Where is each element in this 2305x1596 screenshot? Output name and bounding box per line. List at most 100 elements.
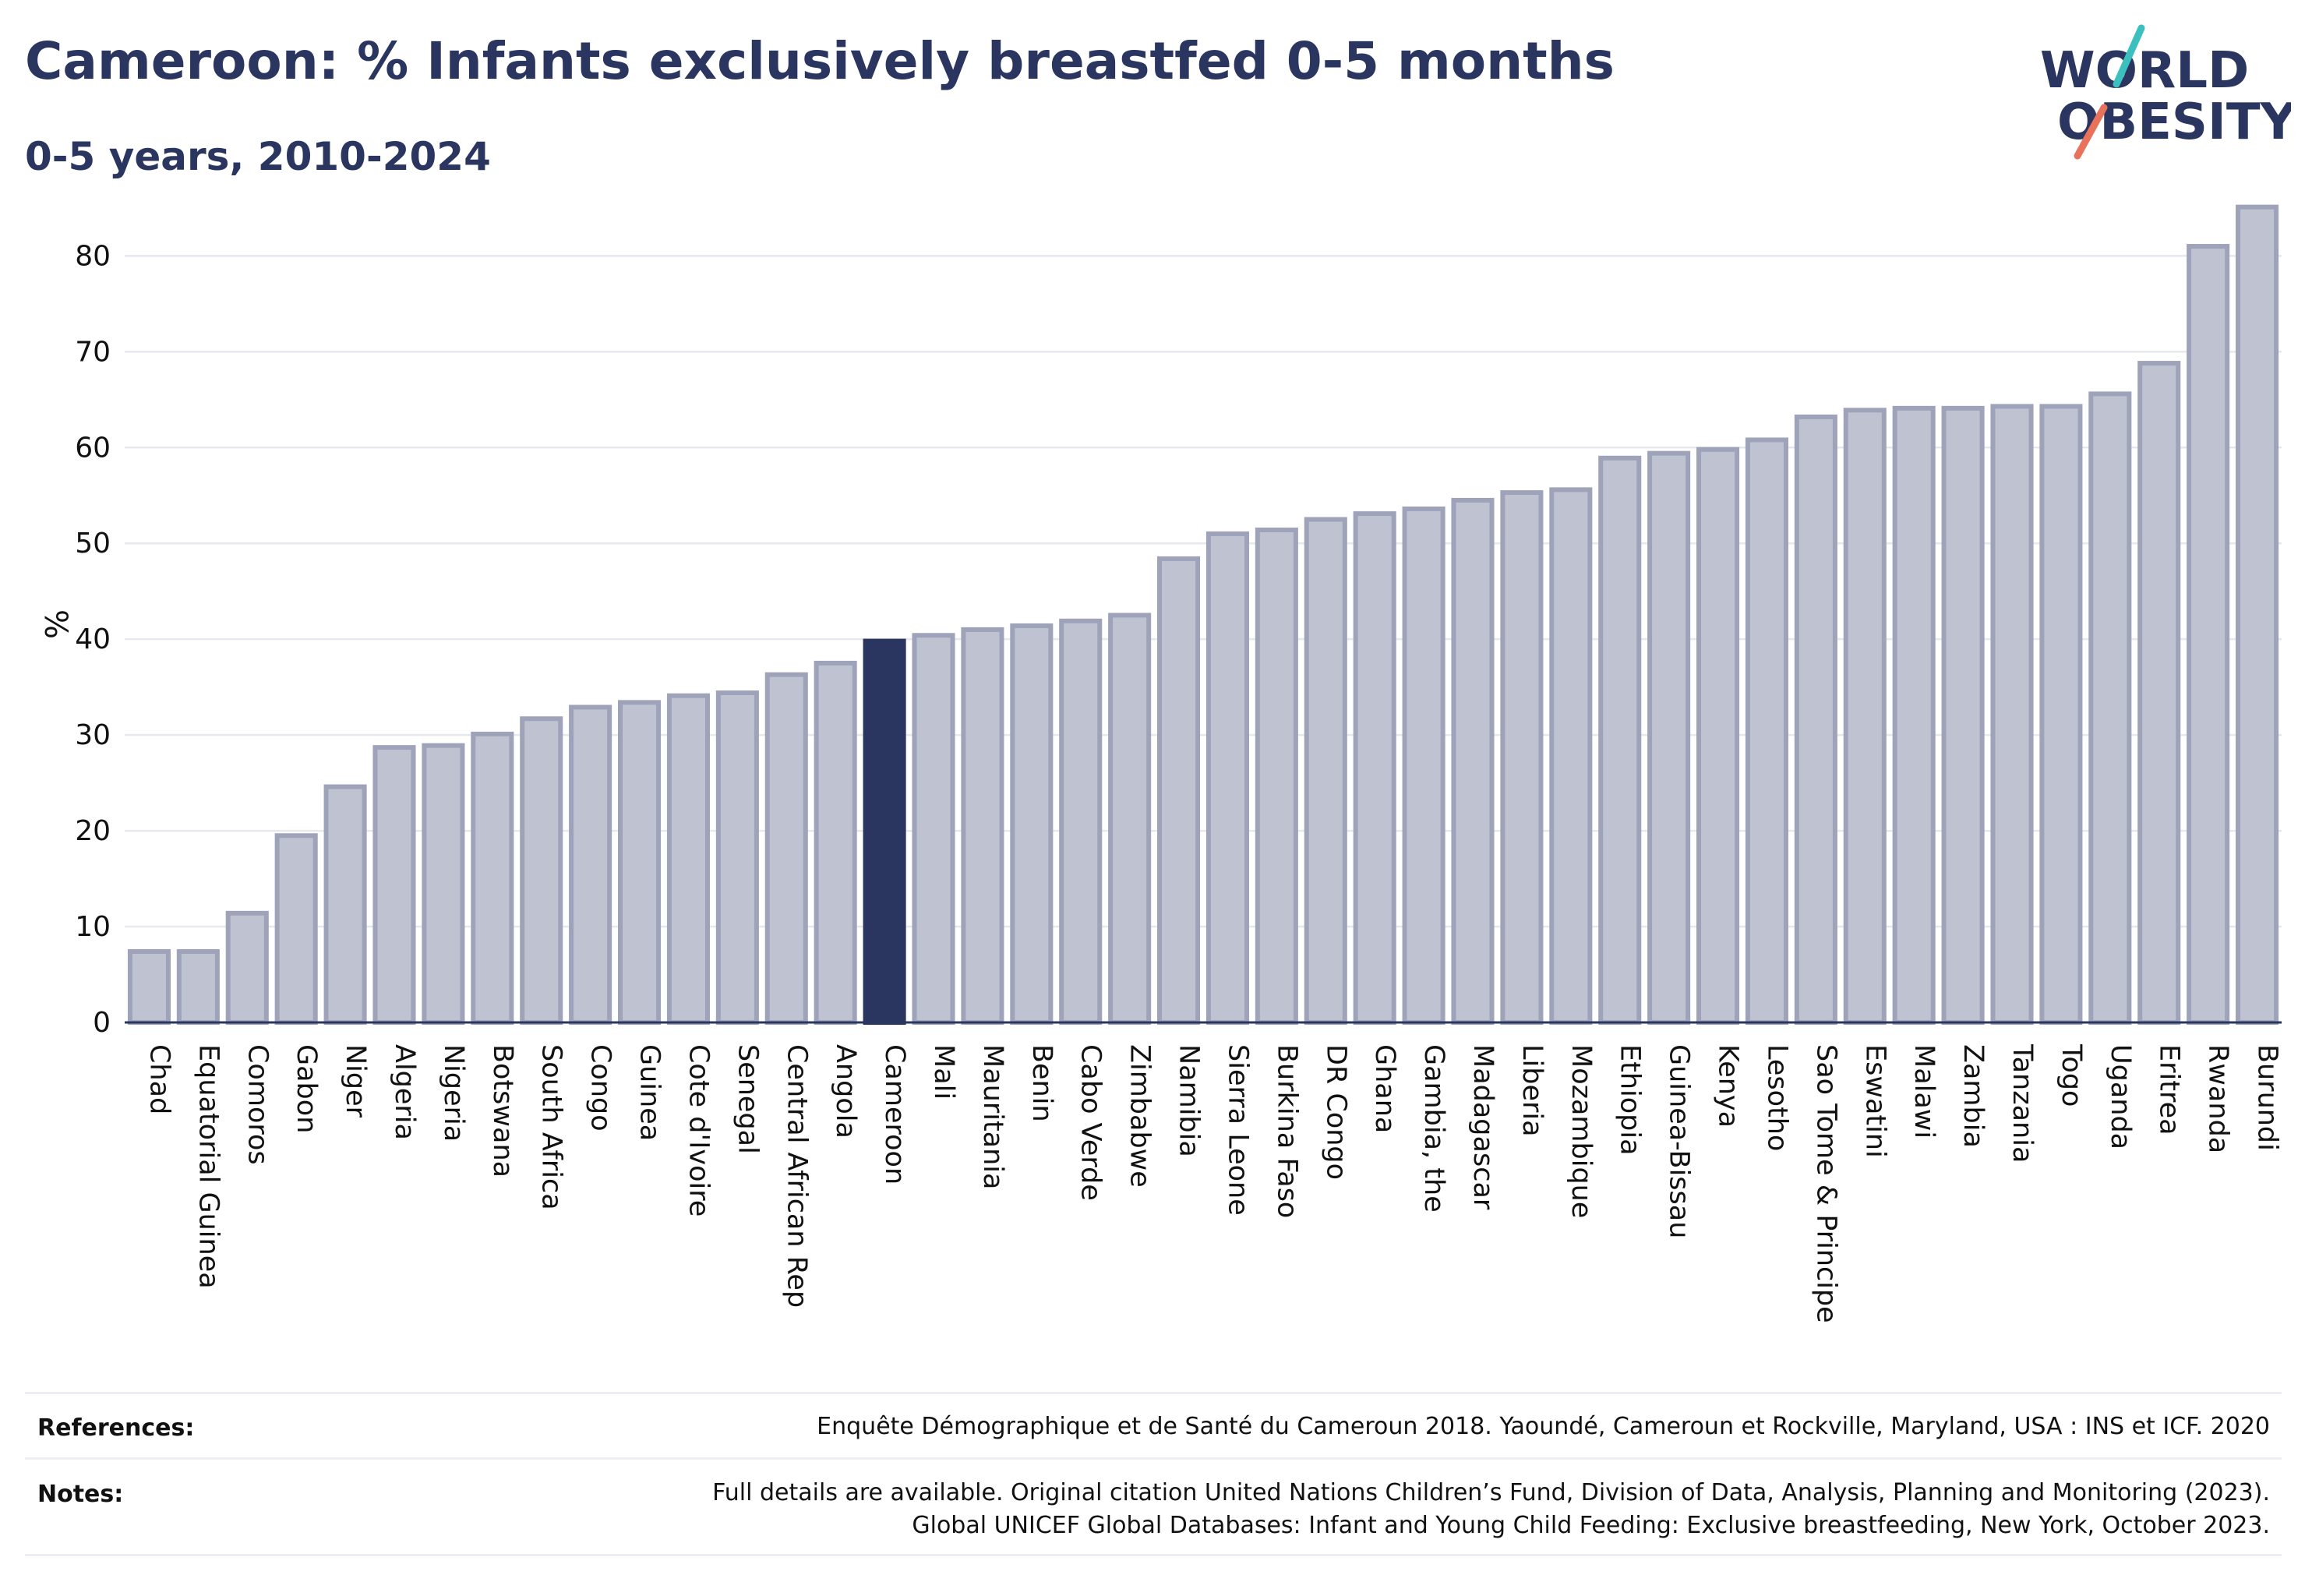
x-tick-label: Senegal (732, 1044, 763, 1154)
bar-mozambique (1549, 487, 1593, 1025)
bar-rwanda (2187, 244, 2230, 1025)
x-tick-label: Sierra Leone (1222, 1044, 1253, 1216)
bar-mauritania (961, 627, 1004, 1025)
bar-gambia-the (1402, 506, 1445, 1025)
x-tick-label: Niger (340, 1044, 371, 1118)
x-tick-label: Kenya (1713, 1044, 1744, 1128)
x-tick-label: Cote d'Ivoire (683, 1044, 714, 1216)
x-tick-label: Malawi (1908, 1044, 1940, 1139)
x-tick-label: Chad (143, 1044, 175, 1114)
x-tick-label: Mozambique (1565, 1044, 1597, 1218)
bar-niger (323, 784, 367, 1025)
y-tick-label: 0 (93, 1007, 111, 1039)
bars (127, 204, 2279, 1026)
y-tick-label: 80 (75, 240, 111, 272)
x-tick-label: Gambia, the (1418, 1044, 1449, 1213)
x-tick-label: Mauritania (977, 1044, 1008, 1189)
x-tick-label: Algeria (389, 1044, 420, 1140)
chart-subtitle: 0-5 years, 2010-2024 (25, 134, 491, 179)
x-tick-label: Zambia (1957, 1044, 1989, 1148)
bar-uganda (2088, 391, 2132, 1026)
bar-cote-d-ivoire (666, 693, 710, 1025)
logo-slash-teal (2113, 24, 2145, 88)
x-tick-label: Burundi (2252, 1044, 2283, 1151)
bar-tanzania (1990, 404, 2034, 1025)
x-tick-label: Togo (2056, 1043, 2087, 1107)
y-tick-label: 60 (75, 432, 111, 464)
x-tick-label: Eritrea (2154, 1044, 2185, 1135)
footer-divider-middle (25, 1457, 2282, 1460)
y-tick-label: 10 (75, 911, 111, 943)
bar-togo (2039, 404, 2083, 1025)
x-tick-label: Botswana (487, 1044, 518, 1178)
bar-madagascar (1451, 497, 1495, 1025)
bar-ethiopia (1598, 455, 1642, 1025)
bar-ghana (1353, 511, 1396, 1025)
x-tick-label: Eswatini (1859, 1044, 1890, 1158)
y-tick-label: 20 (75, 815, 111, 847)
x-tick-label: Cameroon (879, 1044, 910, 1185)
bar-sao-tome-principe (1794, 414, 1837, 1025)
bar-gabon (274, 833, 318, 1026)
y-tick-label: 50 (75, 528, 111, 560)
bar-angola (814, 660, 857, 1026)
bar-south-africa (520, 716, 563, 1025)
x-tick-label: Angola (830, 1044, 861, 1139)
x-tick-label: Ghana (1369, 1044, 1400, 1133)
footer-divider-top (25, 1392, 2282, 1394)
x-tick-label: Sao Tome & Principe (1810, 1044, 1841, 1323)
x-tick-label: Mali (928, 1044, 959, 1100)
x-tick-label: Central African Rep (781, 1044, 812, 1308)
x-tick-label: Comoros (242, 1044, 273, 1165)
bar-sierra-leone (1205, 531, 1249, 1025)
notes-text: Full details are available. Original cit… (712, 1477, 2270, 1542)
x-tick-label: Liberia (1516, 1044, 1548, 1137)
x-tick-label: Burkina Faso (1271, 1044, 1302, 1218)
bar-guinea-bissau (1647, 450, 1691, 1025)
footer-divider-bottom (25, 1554, 2282, 1556)
notes-line-1: Full details are available. Original cit… (712, 1479, 2270, 1506)
notes-line-2: Global UNICEF Global Databases: Infant a… (912, 1512, 2270, 1539)
y-tick-label: 40 (75, 623, 111, 655)
x-tick-label: Guinea (634, 1044, 665, 1141)
x-tick-label: Equatorial Guinea (192, 1044, 224, 1289)
bar-namibia (1157, 556, 1201, 1025)
x-axis-labels: Chad Equatorial Guinea Comoros Gabon Niger Al… (143, 1043, 2282, 1323)
bar-eritrea (2137, 361, 2181, 1025)
x-tick-label: Lesotho (1761, 1044, 1792, 1151)
bar-kenya (1696, 447, 1740, 1025)
bar-cameroon (863, 638, 906, 1026)
bar-cabo-verde (1059, 618, 1103, 1025)
bar-senegal (715, 690, 759, 1025)
bar-botswana (471, 731, 514, 1025)
x-tick-label: DR Congo (1320, 1044, 1351, 1180)
chart-title: Cameroon: % Infants exclusively breastfe… (25, 31, 1615, 91)
bar-central-african-rep (764, 672, 808, 1025)
x-tick-label: Benin (1026, 1044, 1057, 1122)
x-tick-label: Congo (585, 1044, 616, 1132)
y-axis-ticks: 0 10 20 30 40 50 60 70 80 (75, 240, 111, 1039)
bar-lesotho (1745, 437, 1788, 1025)
x-tick-label: Tanzania (2007, 1043, 2038, 1163)
references-label: References: (37, 1414, 195, 1442)
x-tick-label: Rwanda (2203, 1044, 2234, 1153)
bar-dr-congo (1304, 517, 1347, 1025)
bar-zambia (1941, 405, 1985, 1025)
bar-mali (912, 633, 955, 1025)
bar-burundi (2236, 204, 2279, 1025)
logo-text-world: WORLD (2040, 42, 2249, 100)
x-tick-label: Gabon (291, 1044, 322, 1133)
bar-chad (127, 949, 171, 1026)
x-tick-label: Nigeria (438, 1044, 469, 1142)
references-text: Enquête Démographique et de Santé du Cam… (817, 1413, 2270, 1440)
bar-equatorial-guinea (176, 949, 220, 1026)
bar-guinea (618, 700, 662, 1026)
y-axis-title: % (37, 609, 73, 639)
bar-liberia (1500, 490, 1544, 1025)
y-tick-label: 30 (75, 719, 111, 751)
x-tick-label: Cabo Verde (1075, 1044, 1107, 1201)
bar-burkina-faso (1255, 528, 1298, 1025)
bar-comoros (225, 910, 269, 1025)
bar-nigeria (422, 743, 465, 1025)
